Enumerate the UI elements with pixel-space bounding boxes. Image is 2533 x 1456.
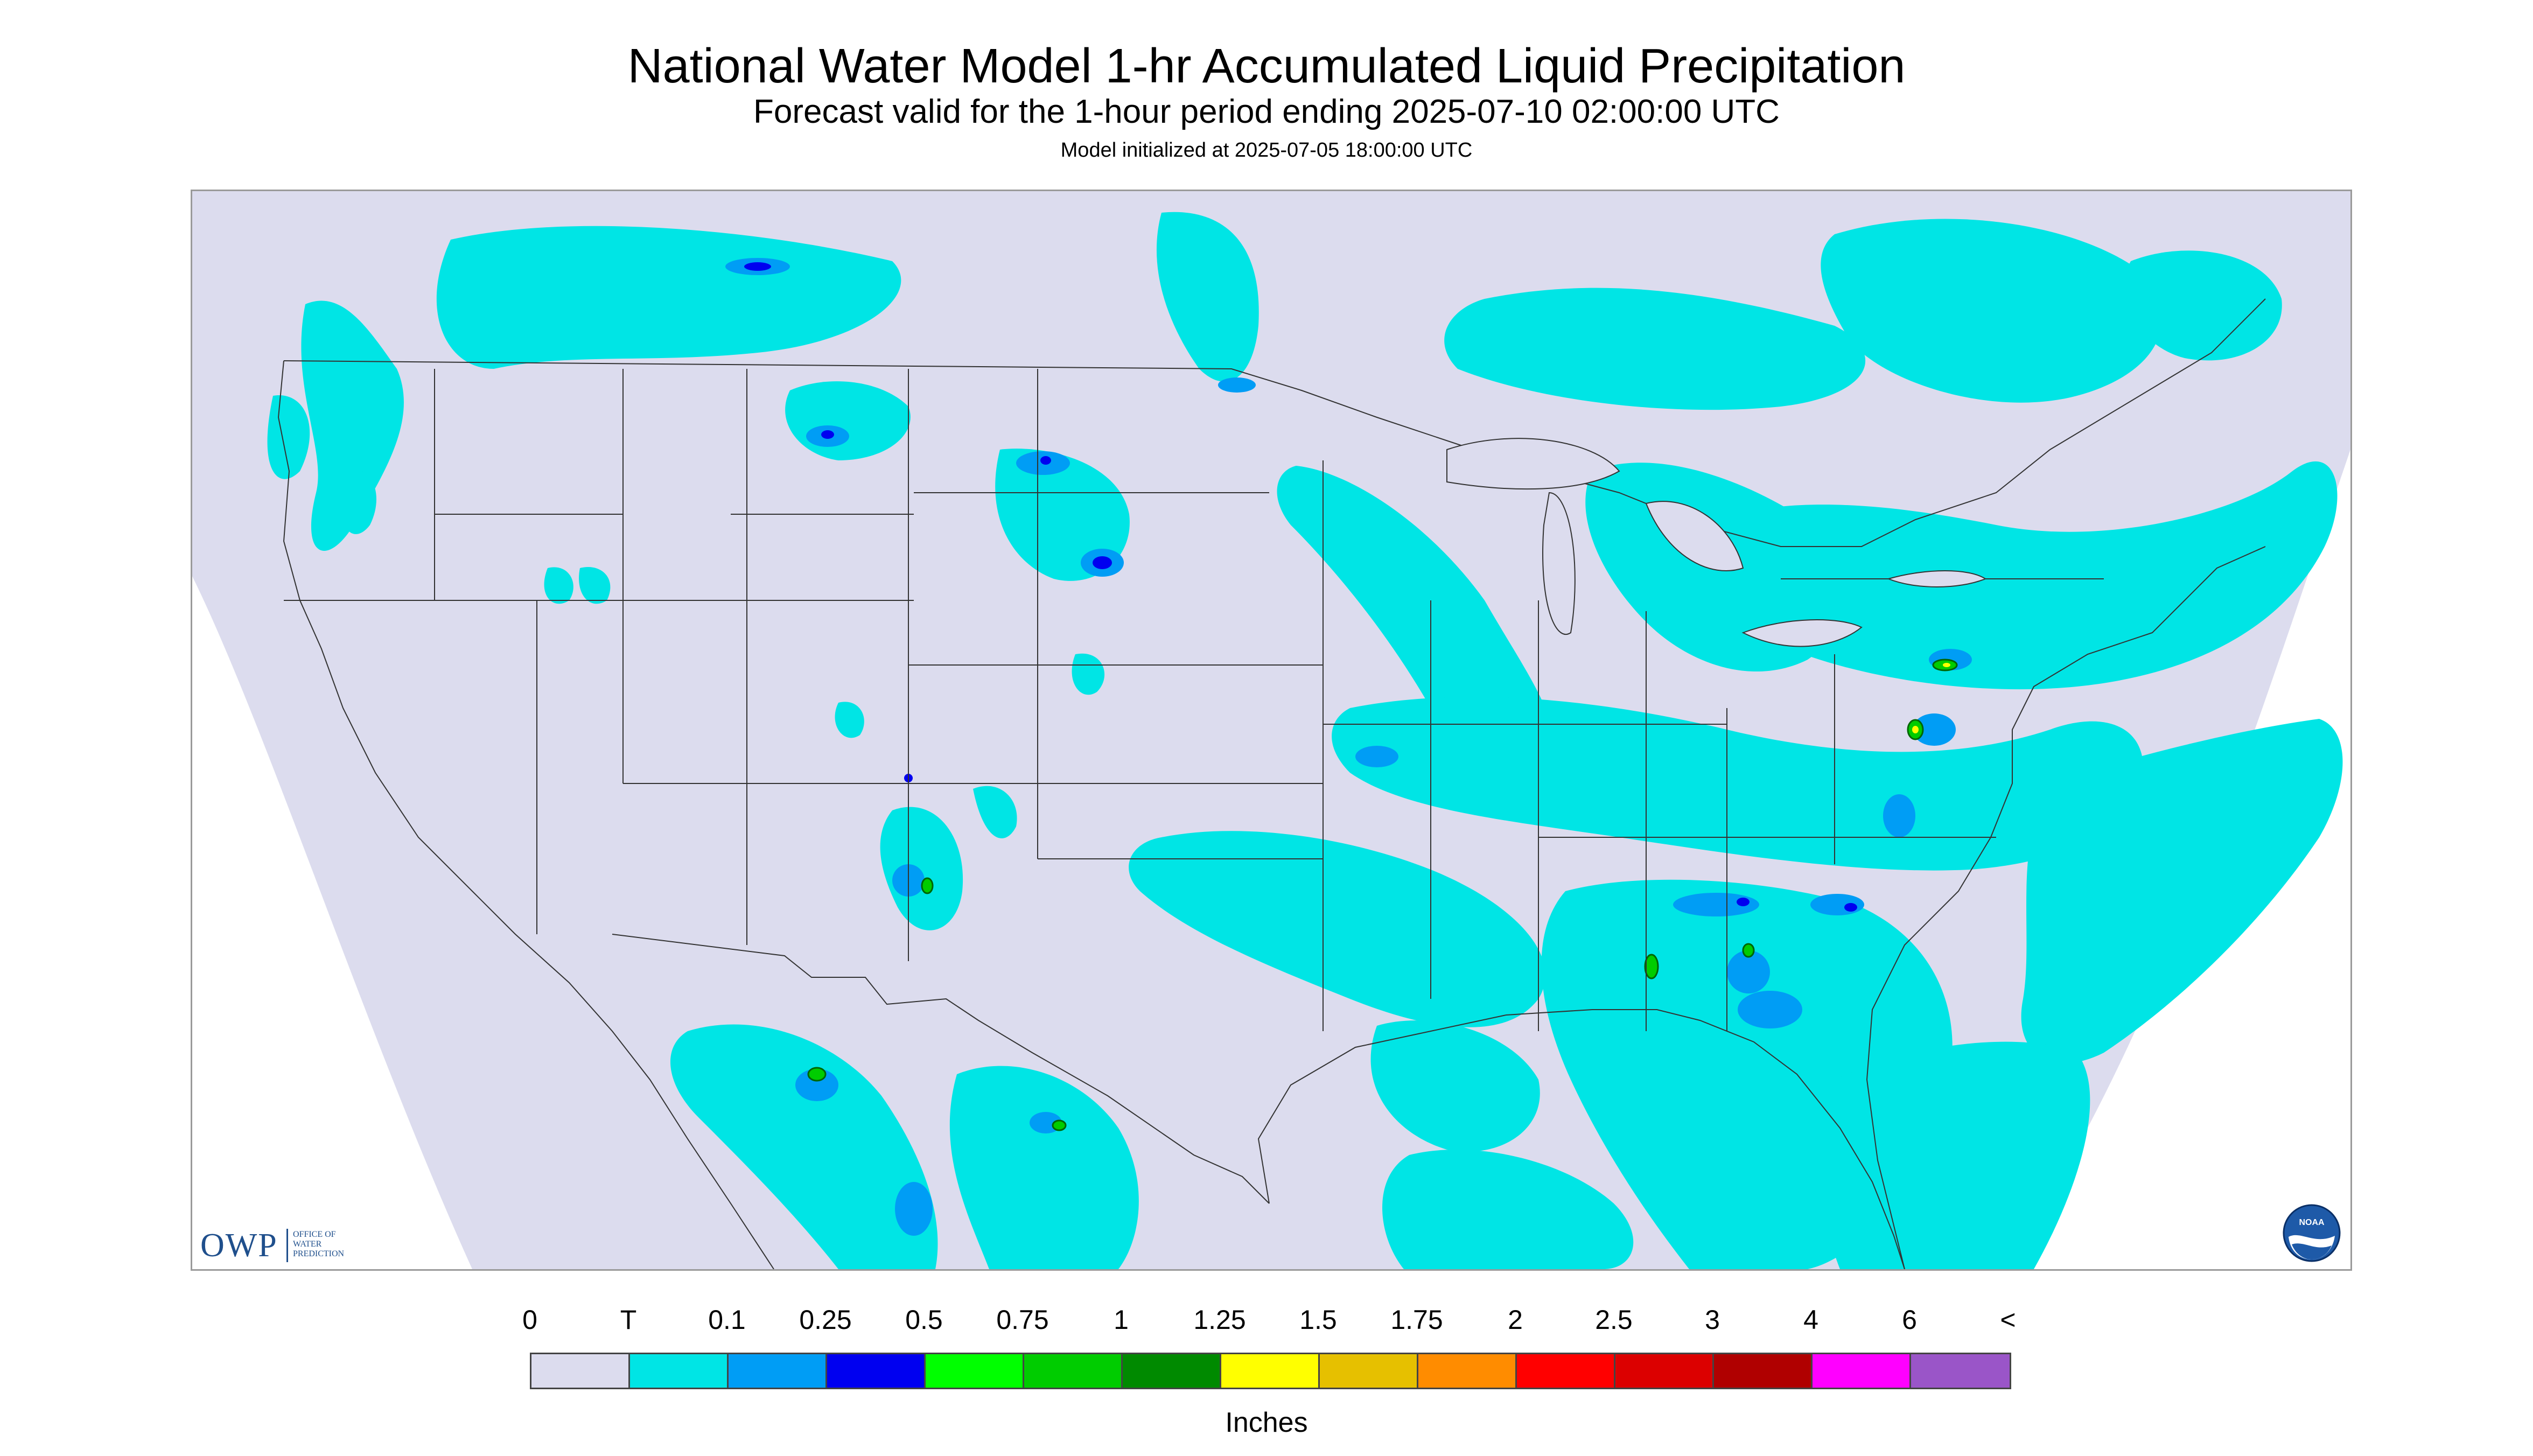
legend-swatch (1123, 1354, 1221, 1388)
legend-swatch (1813, 1354, 1911, 1388)
legend-tick-label: < (2000, 1305, 2016, 1335)
owp-logo: OWP OFFICE OF WATER PREDICTION (200, 1222, 373, 1265)
precipitation-map (191, 190, 2352, 1271)
legend-tick-label: 2 (1508, 1305, 1523, 1335)
owp-logo-line-2: WATER (293, 1240, 322, 1249)
map-subtitle: Forecast valid for the 1-hour period end… (753, 93, 1780, 130)
owp-logo-line-1: OFFICE OF (293, 1230, 336, 1239)
owp-logo-text: OWP (200, 1227, 278, 1264)
legend-tick-label: 0.25 (799, 1305, 852, 1335)
legend-swatch (729, 1354, 827, 1388)
legend-swatch (827, 1354, 926, 1388)
legend-tick-label: 0.75 (996, 1305, 1049, 1335)
legend-swatch (531, 1354, 630, 1388)
map-title: National Water Model 1-hr Accumulated Li… (627, 39, 1906, 93)
owp-logo-line-3: PREDICTION (293, 1249, 345, 1258)
noaa-logo: NOAA (2282, 1203, 2341, 1263)
legend-tick-label: 1.25 (1193, 1305, 1246, 1335)
state-borders (277, 298, 2266, 1269)
legend-swatch (1320, 1354, 1418, 1388)
legend-tick-label: 2.5 (1595, 1305, 1633, 1335)
legend-tick-label: 1 (1114, 1305, 1129, 1335)
legend-tick-label: 6 (1902, 1305, 1917, 1335)
legend-swatch (1418, 1354, 1517, 1388)
legend-swatch (1024, 1354, 1123, 1388)
legend-swatch (1517, 1354, 1615, 1388)
legend-swatch (1714, 1354, 1813, 1388)
legend-tick-label: 1.75 (1390, 1305, 1443, 1335)
legend-swatch (1911, 1354, 2010, 1388)
legend-swatch (1615, 1354, 1714, 1388)
noaa-logo-text: NOAA (2299, 1218, 2325, 1227)
legend-units: Inches (1225, 1407, 1308, 1438)
legend-tick-label: 1.5 (1299, 1305, 1337, 1335)
great-lakes (1446, 438, 1987, 647)
legend-swatch (926, 1354, 1024, 1388)
legend-tick-label: 0.5 (905, 1305, 943, 1335)
precip-intense-layer (1912, 663, 1950, 733)
legend-color-bar (530, 1353, 2011, 1389)
legend-swatch (630, 1354, 729, 1388)
legend-tick-label: T (620, 1305, 637, 1335)
legend-swatch (1221, 1354, 1320, 1388)
map-svg (192, 191, 2350, 1269)
legend-tick-label: 0.1 (708, 1305, 746, 1335)
legend-tick-label: 0 (522, 1305, 537, 1335)
owp-logo-divider (286, 1229, 288, 1262)
model-init-line: Model initialized at 2025-07-05 18:00:00… (1060, 139, 1473, 162)
legend-tick-label: 3 (1705, 1305, 1720, 1335)
legend-tick-label: 4 (1803, 1305, 1818, 1335)
noaa-logo-icon: NOAA (2283, 1204, 2341, 1262)
